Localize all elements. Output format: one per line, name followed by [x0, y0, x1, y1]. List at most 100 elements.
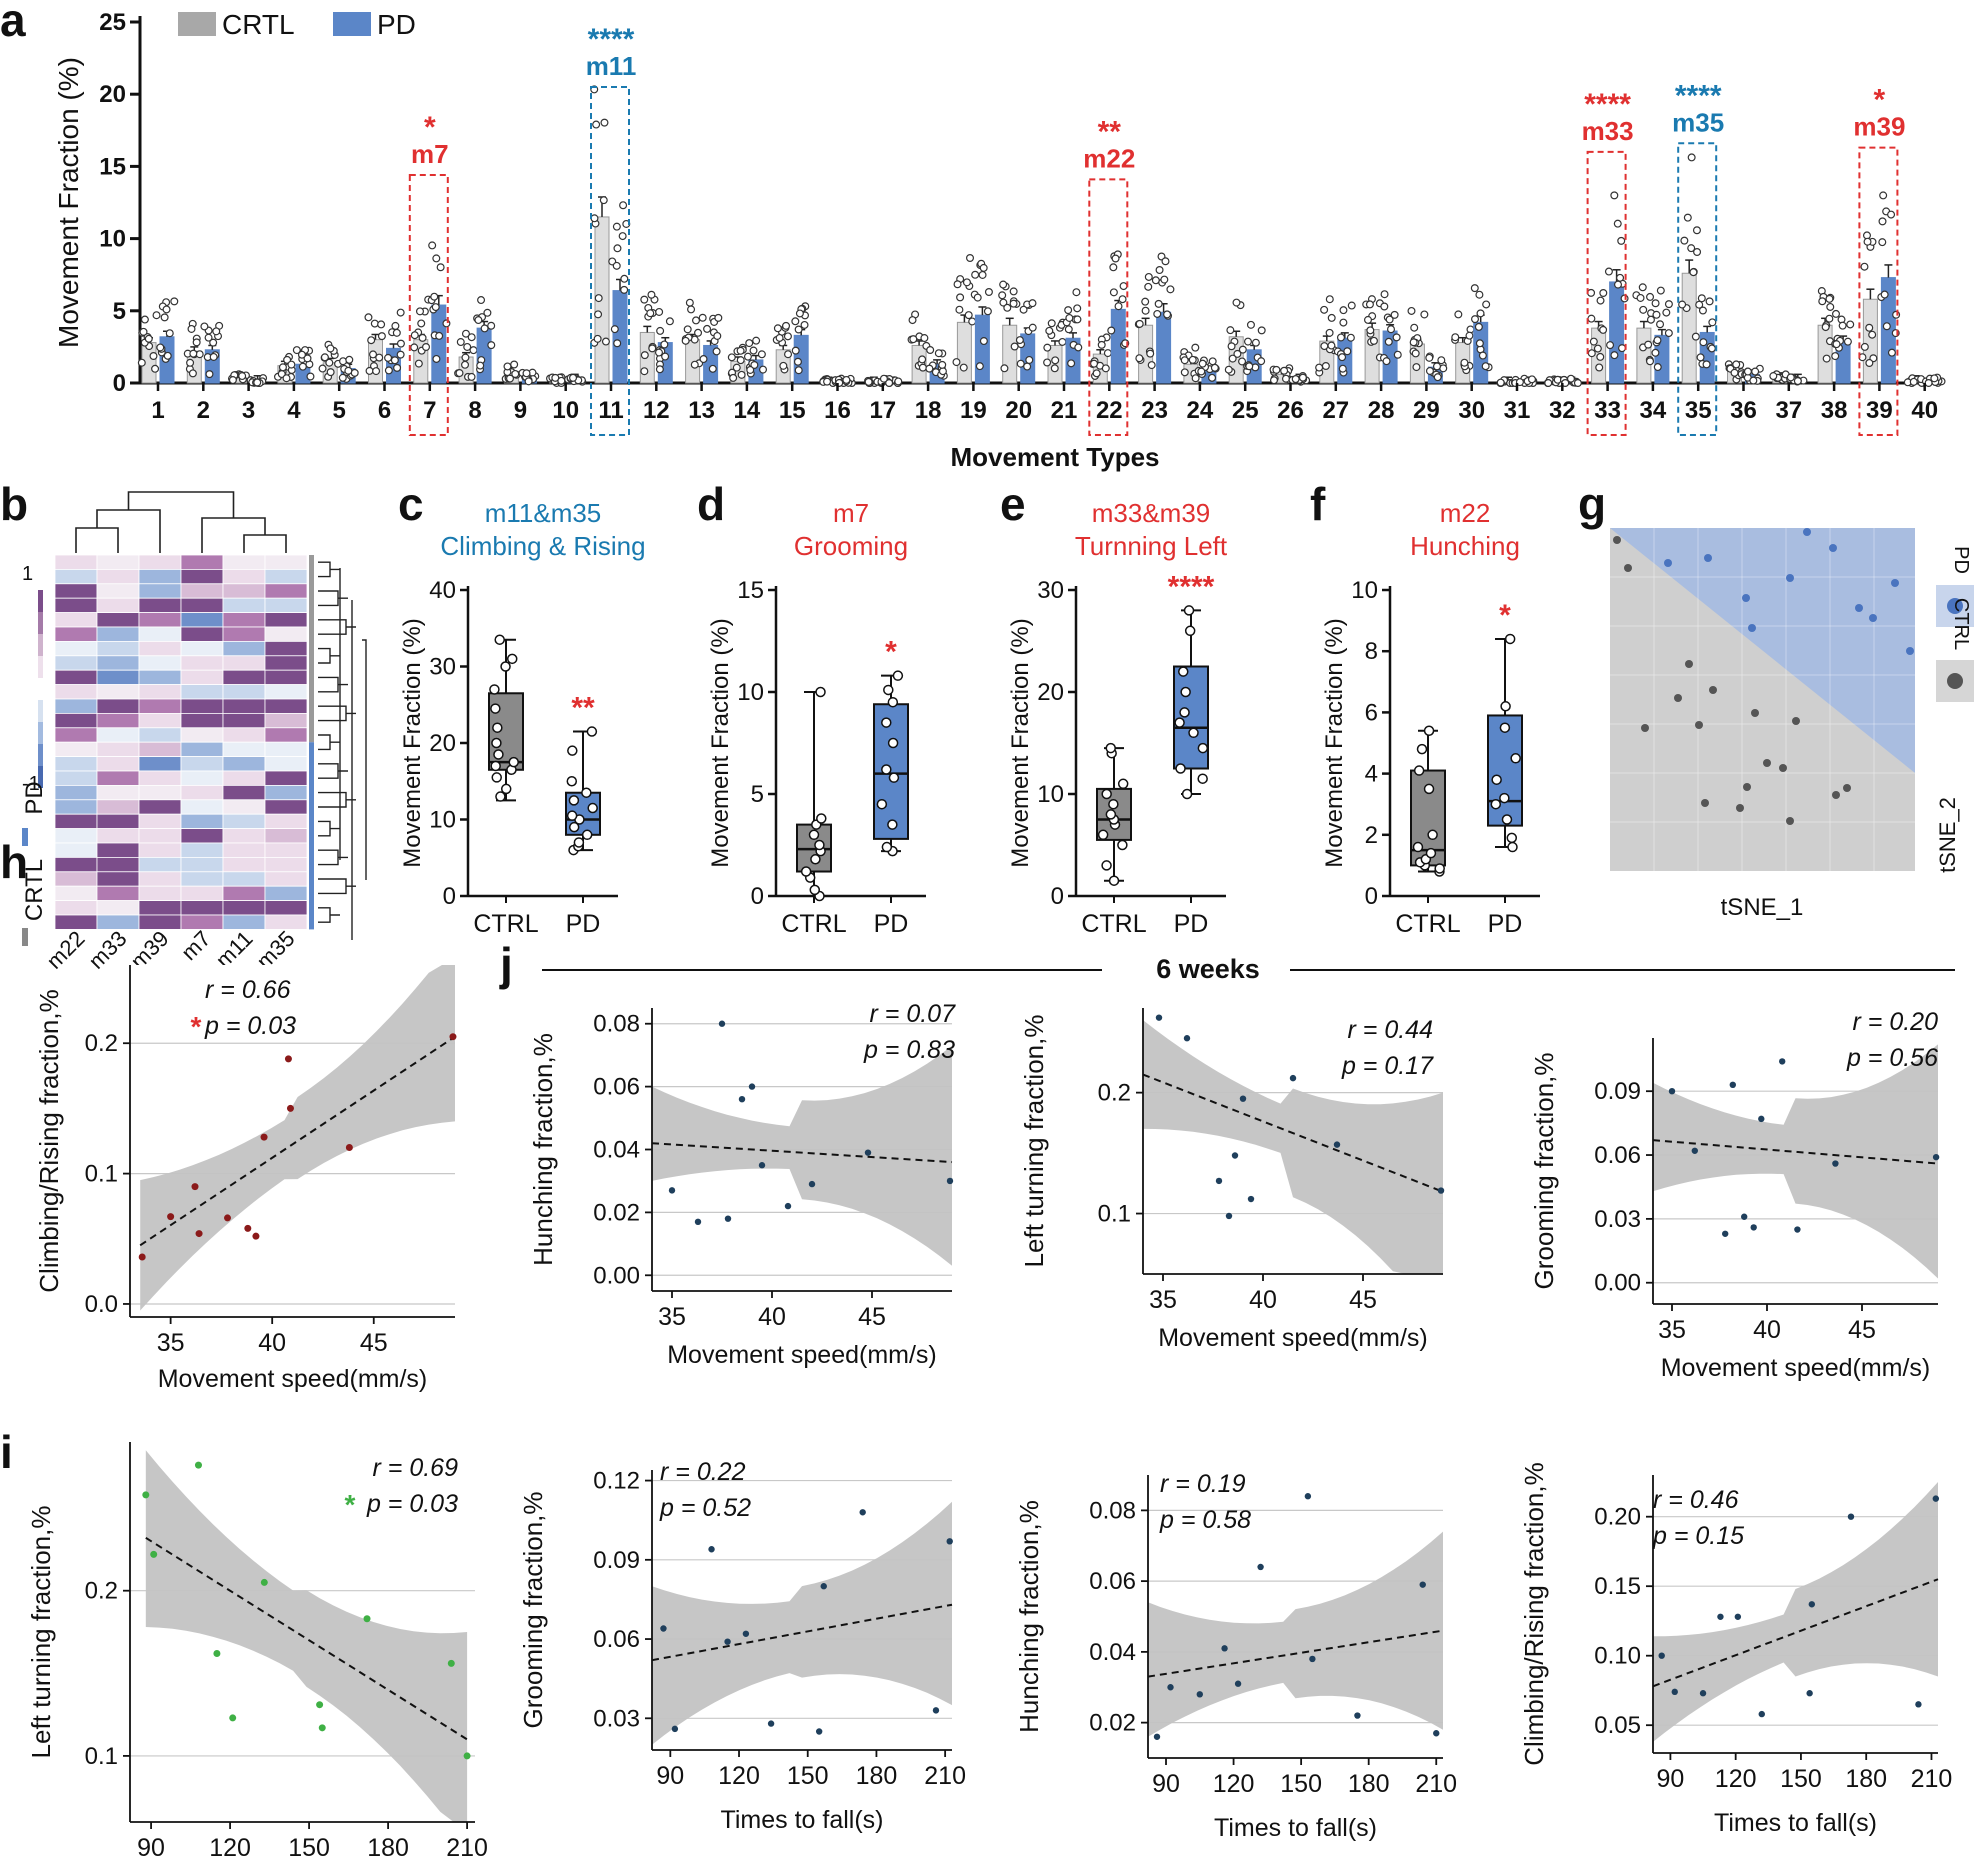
x-tick-label: 36 [1730, 397, 1757, 424]
box-PD: PD [1173, 605, 1209, 938]
data-dot [1887, 210, 1896, 219]
data-point [724, 1215, 732, 1222]
data-dot [879, 374, 888, 383]
data-dot [377, 320, 386, 329]
data-point [758, 1162, 766, 1169]
heatmap-cell [180, 569, 224, 585]
category-5: 5 [318, 340, 359, 424]
y-tick-label: 25 [99, 9, 126, 36]
data-point [587, 802, 598, 814]
category-30: 30 [1451, 284, 1493, 424]
data-point [1699, 1690, 1707, 1697]
data-dot [736, 346, 745, 355]
significance-stars: **** [1168, 570, 1215, 603]
data-dot [783, 332, 792, 341]
data-point [809, 884, 821, 896]
x-tick-label: 26 [1277, 397, 1304, 424]
data-point [1758, 1710, 1765, 1718]
heatmap-cell [180, 684, 224, 700]
data-dot [1144, 282, 1153, 291]
data-dot [1163, 310, 1172, 319]
heatmap-cell [222, 583, 266, 599]
data-dot [1425, 353, 1434, 362]
data-dot [432, 354, 441, 363]
data-dot [714, 313, 723, 322]
correlation-p: p = 0.03 [204, 1012, 296, 1040]
highlight-box [408, 174, 449, 437]
heatmap-cell [54, 713, 98, 729]
heatmap-cell [222, 871, 266, 887]
heatmap-cell [54, 799, 98, 815]
data-dot [1707, 344, 1716, 353]
legend-swatch-crtl [178, 12, 216, 36]
data-dot [418, 333, 427, 342]
data-point [815, 1728, 823, 1735]
data-dot [1566, 374, 1575, 383]
data-point [1231, 1152, 1239, 1159]
data-dot [1243, 337, 1252, 346]
box-PD: PD [565, 726, 601, 938]
panel-letter-i: i [0, 1426, 13, 1478]
data-dot [1339, 306, 1348, 315]
category-27: 27 [1315, 295, 1356, 424]
heatmap-cell [96, 828, 140, 844]
data-dot [1617, 236, 1626, 245]
data-dot [195, 350, 204, 359]
data-dot [655, 365, 664, 374]
dendrogram-branches [318, 561, 367, 940]
panel-g-tsne: tSNE_1 tSNE_2 PD CTRL [1610, 528, 1974, 921]
heatmap-cell [180, 626, 224, 642]
data-dot [1432, 362, 1441, 371]
data-dot [414, 359, 423, 368]
data-point [1510, 753, 1521, 764]
data-dot [186, 358, 195, 367]
data-dot [737, 370, 746, 379]
data-dot [1683, 213, 1692, 222]
confidence-band [652, 1045, 952, 1266]
correlation-r: r = 0.20 [1853, 1008, 1939, 1036]
data-dot [1280, 366, 1289, 375]
data-dot [1101, 364, 1110, 373]
y-tick-label: 10 [737, 679, 764, 706]
data-dot [752, 336, 761, 345]
data-dot [1412, 363, 1421, 372]
data-dot [794, 325, 803, 334]
heatmap-cell [138, 641, 182, 657]
y-axis-label: Left turning fraction,% [1019, 1015, 1049, 1268]
data-dot [1016, 359, 1025, 368]
data-dot [1073, 304, 1082, 313]
data-point [1427, 829, 1438, 841]
x-tick-label: 20 [1005, 397, 1032, 424]
data-dot [1025, 355, 1034, 364]
panel-j-scatter-4: 90 120 150 180 210 0.03 0.06 0.09 0.12 Times to f… [518, 1458, 966, 1834]
panel-j-scatter-5: 90 120 150 180 210 0.02 0.04 0.06 0.08 Times to f… [1014, 1470, 1457, 1842]
data-dot [1047, 319, 1056, 328]
data-dot [1228, 354, 1237, 363]
data-dot [1863, 237, 1872, 246]
data-point [1247, 1195, 1255, 1203]
data-dot [1343, 347, 1352, 356]
regression-line [651, 1603, 953, 1662]
row-dendrogram [318, 561, 367, 940]
data-dot [1882, 322, 1891, 331]
colorbar-segment [38, 744, 43, 766]
data-point [1197, 742, 1209, 754]
panel-title-line2: Hunching [1410, 531, 1520, 561]
data-dot [1073, 315, 1082, 324]
data-dot [432, 254, 441, 263]
data-dot [1646, 292, 1655, 301]
data-dot [1573, 379, 1582, 388]
category-6: 6 [364, 308, 405, 424]
regression-line [145, 1536, 468, 1741]
data-point [1433, 1730, 1440, 1737]
y-tick-label: 0.09 [1594, 1078, 1641, 1105]
data-dot [1826, 302, 1835, 311]
highlight-label: m11 [586, 51, 637, 81]
heatmap-cell [54, 655, 98, 671]
regression-line [1652, 1578, 1939, 1688]
data-dot [1064, 306, 1073, 315]
heatmap-cell [138, 597, 182, 614]
data-dot [1465, 331, 1474, 340]
data-dot [212, 327, 221, 336]
data-dot [1460, 358, 1469, 367]
